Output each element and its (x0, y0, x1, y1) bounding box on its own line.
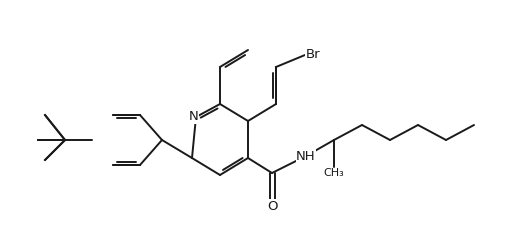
Text: CH₃: CH₃ (323, 168, 345, 178)
Text: N: N (188, 110, 198, 123)
Text: O: O (267, 200, 277, 213)
Text: NH: NH (296, 149, 316, 163)
Text: Br: Br (306, 48, 321, 61)
